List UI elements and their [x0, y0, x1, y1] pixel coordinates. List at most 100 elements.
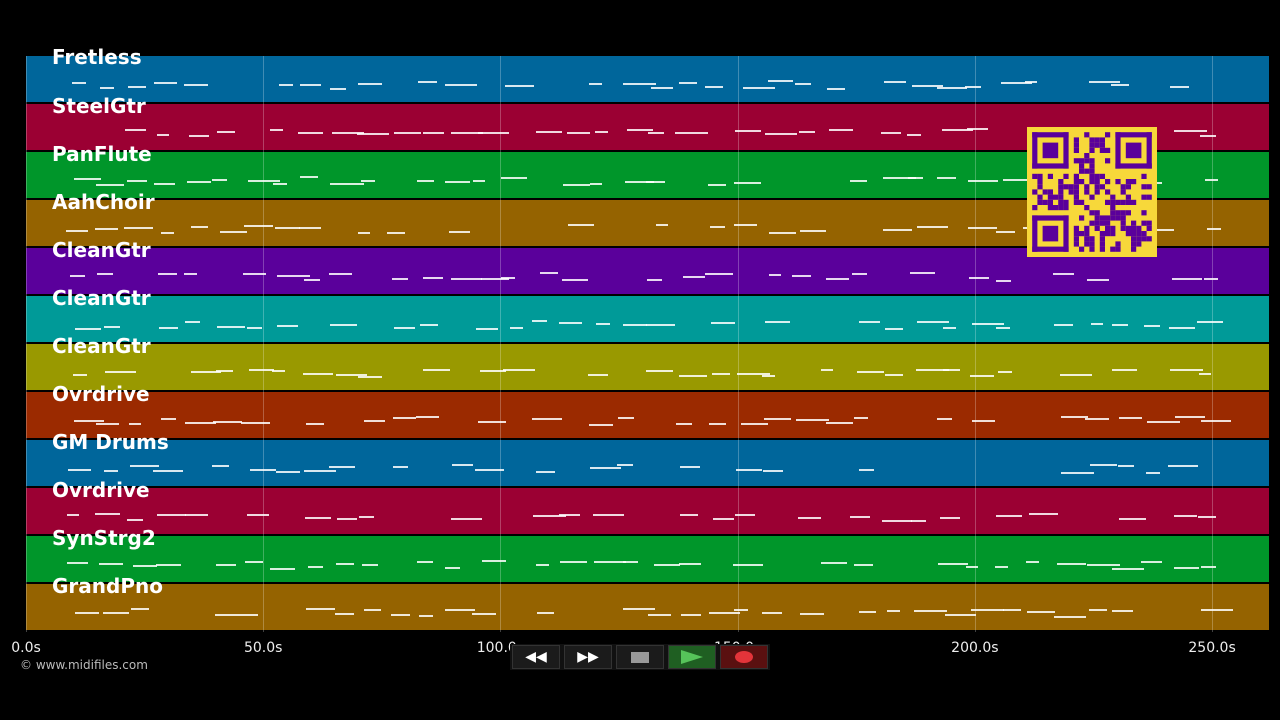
note-stroke [762, 375, 775, 378]
tick-label: 50.0s [243, 640, 283, 656]
qr-module [1115, 241, 1121, 247]
note-stroke [417, 80, 438, 83]
qr-module [1063, 132, 1069, 169]
note-stroke [680, 465, 701, 468]
note-stroke [563, 183, 591, 186]
note-stroke [765, 132, 798, 135]
note-stroke [623, 323, 648, 326]
qr-module [1037, 194, 1043, 200]
qr-module [1032, 132, 1038, 169]
note-stroke [96, 183, 124, 186]
track-lane: Fretless [26, 45, 1269, 103]
note-stroke [160, 231, 175, 234]
note-stroke [74, 420, 104, 423]
note-stroke [828, 128, 854, 131]
note-stroke [531, 320, 547, 323]
note-stroke [911, 84, 943, 87]
qr-module [1110, 225, 1116, 231]
qr-module [1073, 194, 1079, 200]
note-stroke [567, 224, 595, 227]
qr-module [1094, 179, 1100, 185]
fast-forward-icon: ▶▶ [577, 649, 599, 665]
qr-module [1131, 199, 1137, 205]
note-stroke [794, 83, 812, 86]
qr-module [1110, 215, 1116, 221]
note-stroke [156, 563, 182, 566]
note-stroke [740, 422, 769, 425]
qr-module [1047, 205, 1053, 211]
rewind-button[interactable]: ◀◀ [512, 645, 560, 669]
note-stroke [1002, 178, 1030, 181]
note-stroke [1088, 608, 1107, 611]
note-stroke [153, 81, 177, 84]
note-stroke [595, 130, 609, 133]
note-stroke [241, 422, 271, 425]
track-label: GrandPno [52, 574, 163, 598]
track-label: AahChoir [52, 190, 155, 214]
qr-module [1089, 194, 1095, 200]
note-stroke [247, 179, 280, 182]
note-stroke [104, 326, 121, 329]
track-label: PanFlute [52, 142, 152, 166]
qr-module [1063, 205, 1069, 211]
note-stroke [501, 277, 516, 280]
qr-module [1094, 142, 1100, 148]
qr-module [1073, 173, 1079, 179]
note-stroke [481, 560, 506, 563]
note-stroke [1200, 135, 1216, 138]
qr-module [1115, 132, 1152, 138]
qr-module [1105, 189, 1111, 195]
note-stroke [646, 369, 674, 372]
track-lane: Ovrdrive [26, 382, 1269, 439]
note-stroke [190, 371, 221, 374]
note-stroke [589, 467, 621, 470]
qr-module [1089, 142, 1095, 148]
note-stroke [450, 277, 483, 280]
qr-module [1084, 189, 1090, 195]
qr-module [1094, 210, 1100, 216]
qr-module [1125, 179, 1131, 185]
qr-module [1105, 179, 1111, 185]
note-stroke [768, 273, 781, 276]
qr-module [1136, 231, 1142, 237]
note-stroke [734, 181, 762, 184]
record-button[interactable] [720, 645, 768, 669]
note-stroke [100, 87, 114, 90]
note-stroke [1028, 513, 1059, 516]
note-stroke [1170, 369, 1204, 372]
track-label: CleanGtr [52, 238, 151, 262]
qr-module [1094, 189, 1100, 195]
note-stroke [849, 179, 868, 182]
note-stroke [712, 372, 730, 375]
note-stroke [422, 131, 444, 134]
note-stroke [650, 86, 673, 89]
note-stroke [127, 180, 147, 183]
fast-forward-button[interactable]: ▶▶ [564, 645, 612, 669]
note-stroke [69, 274, 86, 277]
note-stroke [737, 372, 771, 375]
note-stroke [907, 133, 921, 136]
play-button[interactable] [668, 645, 716, 669]
track-lane: Ovrdrive [26, 478, 1269, 535]
note-stroke [450, 132, 483, 135]
stop-button[interactable] [616, 645, 664, 669]
qr-module [1032, 189, 1038, 195]
note-stroke [478, 131, 509, 134]
note-stroke [1201, 565, 1216, 568]
qr-module [1094, 173, 1100, 179]
note-stroke [75, 327, 102, 330]
note-stroke [1140, 560, 1162, 563]
qr-module [1099, 236, 1105, 242]
qr-module [1084, 168, 1090, 174]
qr-module [1099, 220, 1105, 226]
note-stroke [305, 423, 324, 426]
note-stroke [157, 514, 186, 517]
note-stroke [942, 327, 957, 330]
note-stroke [217, 326, 245, 329]
qr-code[interactable] [1027, 127, 1157, 257]
note-stroke [1118, 464, 1135, 467]
qr-module [1089, 163, 1095, 169]
note-stroke [735, 513, 755, 516]
note-stroke [300, 176, 318, 179]
note-stroke [273, 183, 288, 186]
